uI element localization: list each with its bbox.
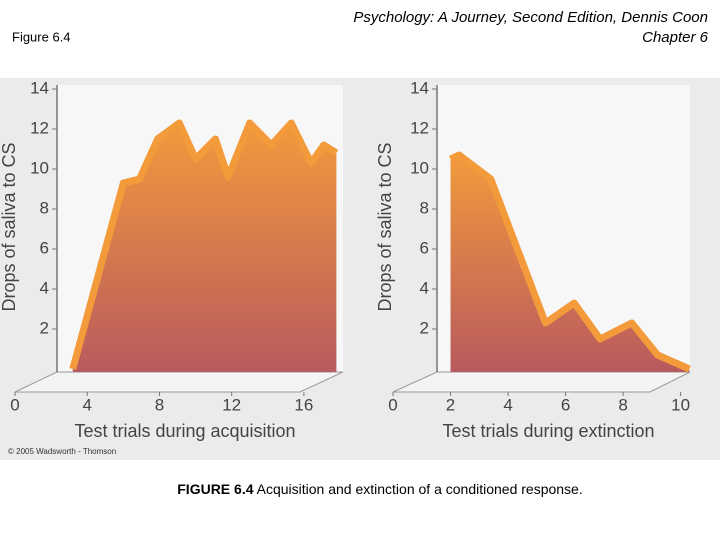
slide-title: Psychology: A Journey, Second Edition, D… <box>353 9 708 26</box>
y-tick-label: 4 <box>40 278 49 297</box>
caption-label: FIGURE 6.4 <box>177 481 253 497</box>
y-tick-label: 10 <box>30 158 49 177</box>
area-fill <box>450 155 690 372</box>
floor <box>392 371 691 393</box>
slide-subtitle: Chapter 6 <box>642 29 709 46</box>
y-tick-label: 14 <box>410 78 429 97</box>
x-tick-label: 10 <box>671 395 690 414</box>
area-fill <box>72 123 337 372</box>
y-tick-label: 8 <box>420 198 429 217</box>
x-tick-label: 8 <box>155 395 164 414</box>
caption: FIGURE 6.4 Acquisition and extinction of… <box>177 481 582 497</box>
x-tick-label: 6 <box>561 395 570 414</box>
y-axis-label: Drops of saliva to CS <box>0 142 19 311</box>
x-axis-label: Test trials during extinction <box>442 421 654 441</box>
y-tick-label: 6 <box>40 238 49 257</box>
x-axis-label: Test trials during acquisition <box>74 421 295 441</box>
y-tick-label: 6 <box>420 238 429 257</box>
x-tick-label: 4 <box>82 395 91 414</box>
y-axis-label: Drops of saliva to CS <box>375 142 395 311</box>
x-tick-label: 4 <box>503 395 512 414</box>
x-tick-label: 0 <box>388 395 397 414</box>
figure-label: Figure 6.4 <box>12 29 71 44</box>
y-tick-label: 14 <box>30 78 49 97</box>
y-tick-label: 2 <box>40 318 49 337</box>
x-tick-label: 0 <box>10 395 19 414</box>
x-tick-label: 8 <box>618 395 627 414</box>
x-tick-label: 12 <box>222 395 241 414</box>
x-tick-label: 2 <box>446 395 455 414</box>
floor <box>14 371 344 393</box>
y-tick-label: 2 <box>420 318 429 337</box>
x-tick-label: 16 <box>294 395 313 414</box>
y-tick-label: 8 <box>40 198 49 217</box>
y-tick-label: 10 <box>410 158 429 177</box>
area-edge <box>449 151 691 373</box>
caption-text: Acquisition and extinction of a conditio… <box>257 481 583 497</box>
y-tick-label: 12 <box>30 118 49 137</box>
copyright: © 2005 Wadsworth - Thomson <box>8 447 116 456</box>
y-tick-label: 4 <box>420 278 429 297</box>
y-tick-label: 12 <box>410 118 429 137</box>
area-edge <box>69 119 339 370</box>
